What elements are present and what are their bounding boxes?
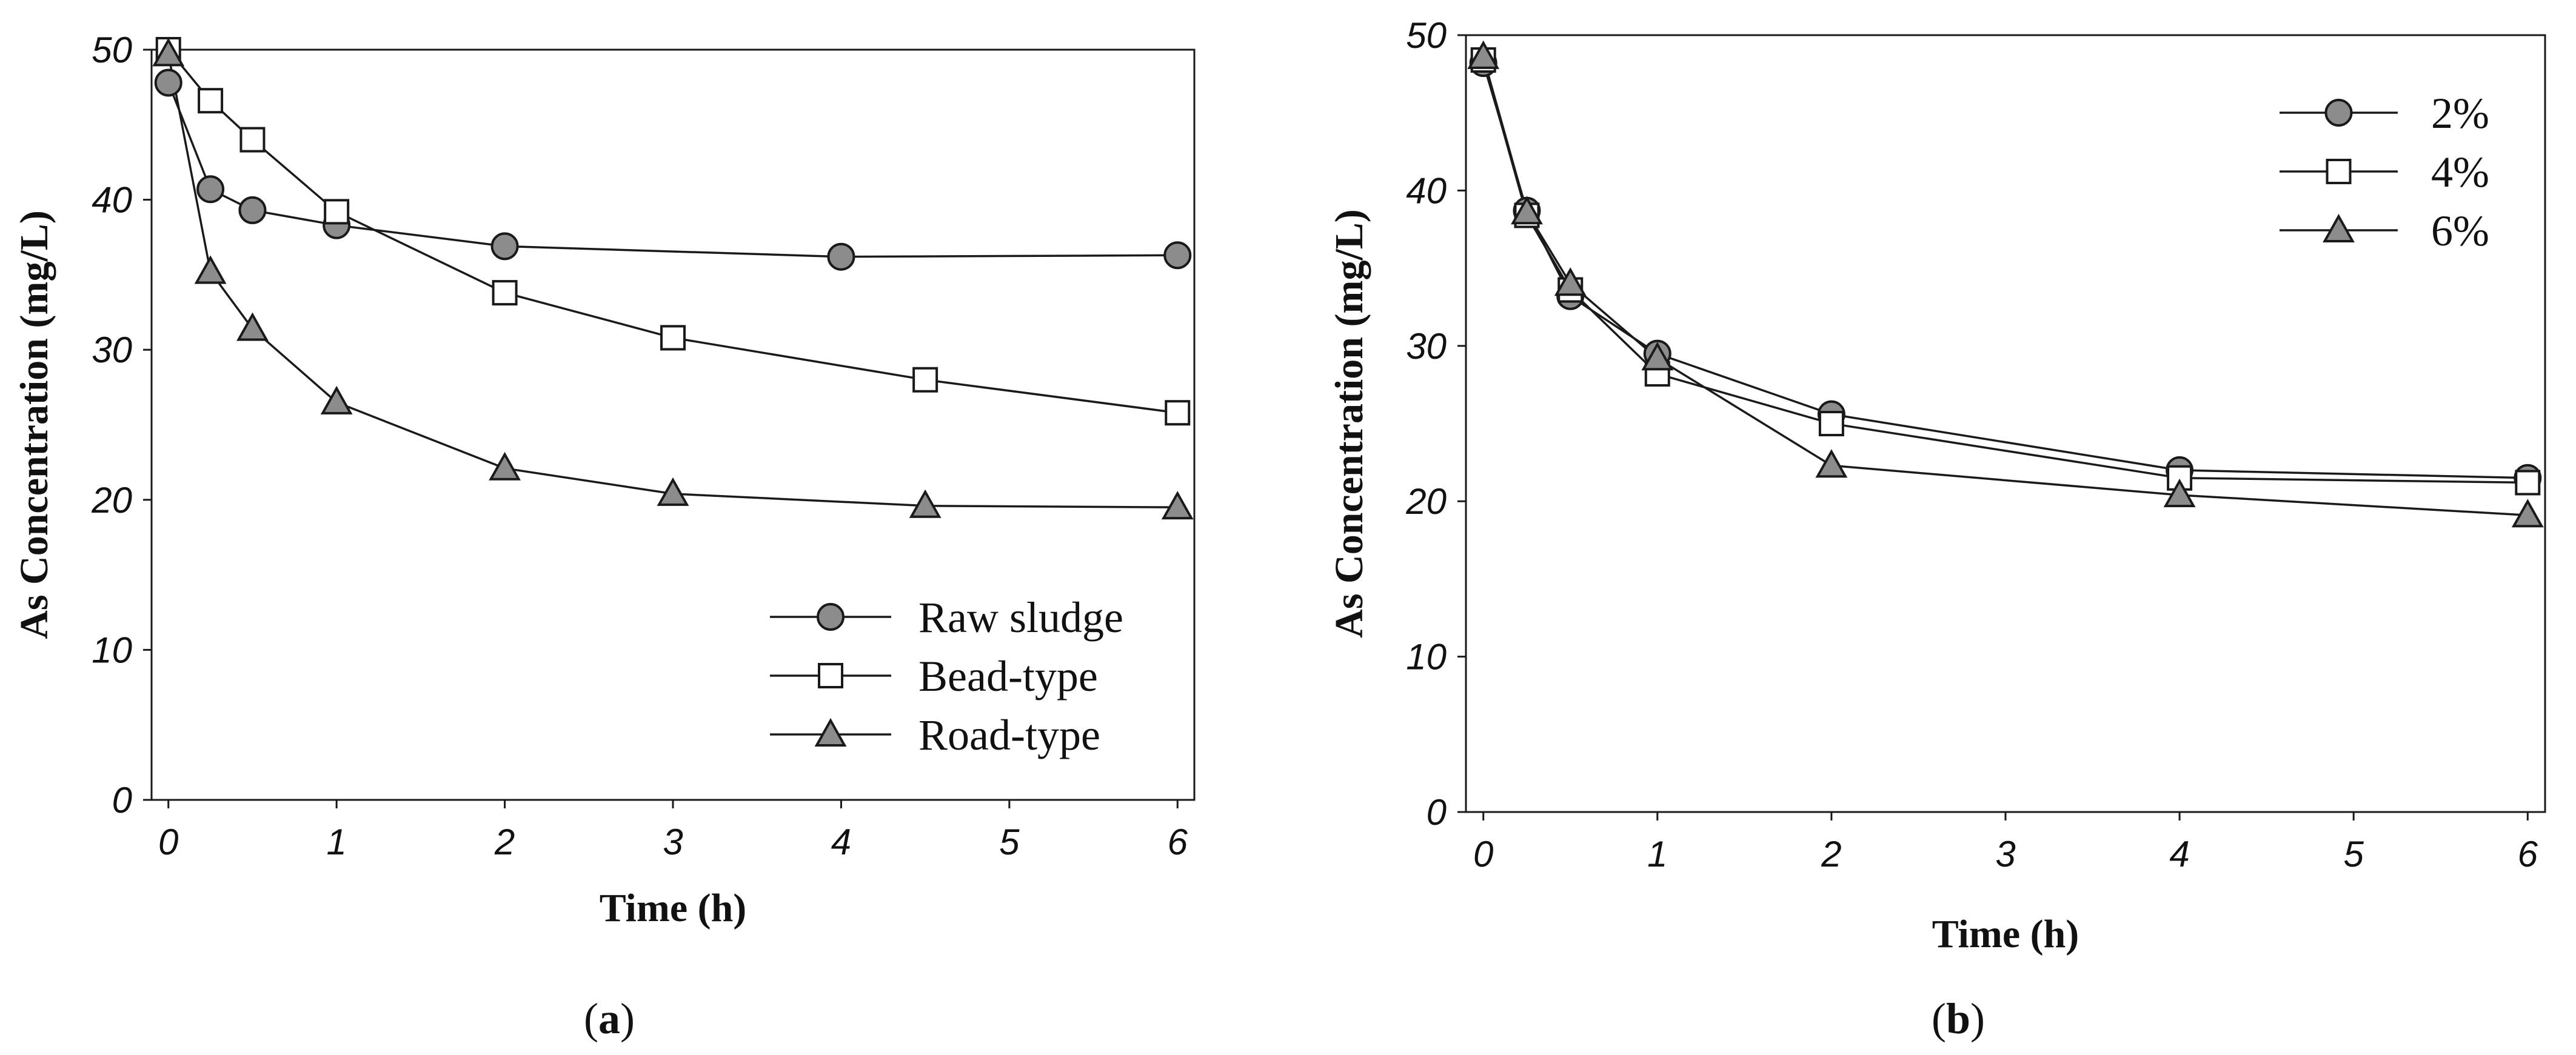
- y-tick-label: 10: [1406, 637, 1447, 677]
- data-point-road-type: [320, 385, 353, 414]
- data-point-road-type: [657, 477, 689, 506]
- y-tick-label: 30: [92, 330, 132, 370]
- x-tick-label: 0: [1473, 834, 1493, 874]
- data-point-6-: [2163, 478, 2196, 507]
- data-point-6-: [1467, 40, 1500, 69]
- y-tick-label: 30: [1406, 326, 1447, 367]
- x-tick-label: 5: [999, 822, 1020, 862]
- y-tick-label: 40: [1406, 170, 1447, 211]
- panel-label: (a): [584, 994, 635, 1043]
- y-tick-label: 20: [1405, 481, 1447, 522]
- y-axis-title: As Concentration (mg/L): [12, 210, 56, 639]
- legend-label-6-: 6%: [2431, 207, 2489, 255]
- panel-label-letter: a: [598, 994, 620, 1043]
- data-point-bead-type: [912, 367, 938, 393]
- y-tick-label: 50: [1406, 15, 1447, 56]
- data-point-raw-sludge: [238, 196, 267, 224]
- data-point-road-type: [152, 38, 185, 67]
- legend-marker-bead-type: [818, 663, 843, 688]
- data-point-bead-type: [198, 88, 224, 114]
- legend-label-4-: 4%: [2431, 148, 2489, 196]
- data-point-raw-sludge: [490, 232, 519, 261]
- data-point-6-: [1511, 196, 1543, 225]
- panel-a: 0 10 20 30 40 50 0 1 2 3 4 5 6 Time (h) As Concentrati…: [12, 30, 1196, 1043]
- series-line-4-: [1482, 59, 2528, 484]
- panel-label-paren: (: [584, 994, 598, 1043]
- data-point-6-: [1554, 267, 1587, 296]
- x-axis-title: Time (h): [600, 886, 747, 930]
- series-line-raw-sludge: [167, 82, 1178, 258]
- x-tick-label: 0: [158, 822, 178, 862]
- x-tick-label: 4: [2169, 834, 2189, 874]
- plot-frame: [1465, 34, 2546, 813]
- panel-label-paren: ): [1970, 994, 1985, 1043]
- series-line-bead-type: [167, 48, 1178, 414]
- y-tick-label: 40: [92, 180, 132, 221]
- x-tick-label: 1: [326, 822, 346, 862]
- legend-label-2-: 2%: [2431, 89, 2489, 138]
- x-tick-label: 6: [1168, 822, 1188, 862]
- series-line-6-: [1482, 56, 2528, 517]
- y-tick-label: 50: [92, 30, 132, 70]
- x-tick-label: 3: [663, 822, 683, 862]
- x-tick-label: 5: [2344, 834, 2364, 874]
- data-point-bead-type: [492, 280, 518, 306]
- data-point-road-type: [194, 255, 227, 284]
- data-point-bead-type: [239, 127, 266, 153]
- x-tick-label: 4: [831, 822, 851, 862]
- legend-marker-2-: [2324, 99, 2353, 127]
- x-tick-label: 3: [1995, 834, 2015, 874]
- panel-label-paren: (: [1932, 994, 1946, 1043]
- legend-marker-6-: [2323, 213, 2355, 242]
- y-axis-title: As Concentration (mg/L): [1327, 209, 1371, 638]
- data-point-bead-type: [324, 199, 350, 225]
- legend-marker-4-: [2326, 159, 2352, 184]
- series-line-road-type: [167, 54, 1178, 508]
- data-point-6-: [1815, 449, 1848, 478]
- data-point-bead-type: [1165, 400, 1191, 426]
- series-line-2-: [1482, 62, 2528, 479]
- data-point-6-: [1641, 342, 1674, 371]
- x-tick-label: 6: [2518, 834, 2538, 874]
- data-point-4-: [2515, 470, 2541, 496]
- data-point-road-type: [489, 451, 521, 481]
- legend-label-raw-sludge: Raw sludge: [918, 593, 1123, 642]
- x-tick-label: 1: [1647, 834, 1667, 874]
- x-tick-label: 2: [494, 822, 515, 862]
- legend-label-road-type: Road-type: [918, 711, 1100, 759]
- data-point-road-type: [909, 489, 942, 518]
- y-tick-label: 0: [112, 780, 132, 820]
- data-point-6-: [2511, 499, 2544, 528]
- data-point-bead-type: [660, 325, 686, 351]
- data-point-road-type: [236, 312, 269, 341]
- legend-label-bead-type: Bead-type: [918, 652, 1098, 701]
- x-tick-label: 2: [1821, 834, 1841, 874]
- panel-b: 0 10 20 30 40 50 0 1 2 3 4 5 6 Time (h) As Concentrati…: [1327, 15, 2546, 1043]
- data-point-raw-sludge: [196, 175, 225, 204]
- data-point-road-type: [1161, 491, 1194, 520]
- panel-label: (b): [1932, 994, 1985, 1043]
- x-axis-title: Time (h): [1932, 912, 2079, 956]
- legend-marker-raw-sludge: [817, 603, 845, 631]
- panel-label-paren: ): [620, 994, 635, 1043]
- data-point-raw-sludge: [154, 68, 182, 97]
- y-tick-label: 20: [91, 480, 132, 521]
- data-point-raw-sludge: [827, 242, 855, 271]
- data-point-raw-sludge: [1163, 241, 1192, 270]
- legend-marker-road-type: [814, 717, 847, 747]
- y-tick-label: 0: [1427, 792, 1447, 833]
- panel-label-letter: b: [1946, 994, 1970, 1043]
- y-tick-label: 10: [92, 630, 132, 670]
- data-point-4-: [1818, 411, 1844, 436]
